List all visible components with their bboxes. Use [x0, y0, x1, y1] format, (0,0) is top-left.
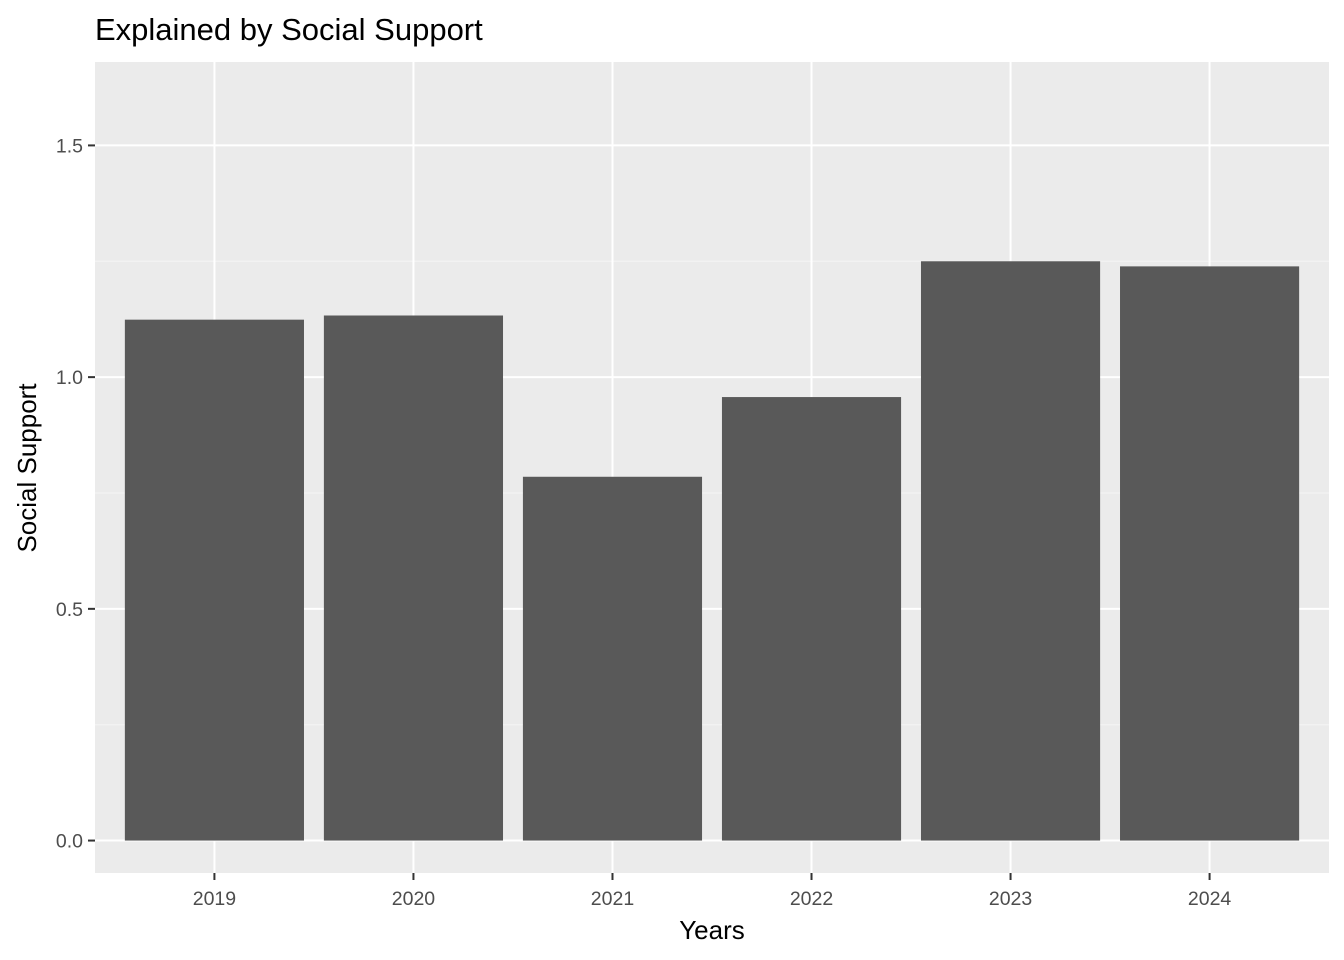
- chart-title: Explained by Social Support: [95, 12, 483, 47]
- bar-2022: [721, 397, 902, 841]
- y-tick-label: 1.0: [56, 367, 83, 389]
- bar-2019: [124, 319, 304, 841]
- x-tick-label: 2024: [1188, 888, 1232, 910]
- bar-2021: [522, 476, 703, 841]
- y-tick-label: 0.5: [56, 599, 83, 621]
- y-axis-label: Social Support: [12, 383, 42, 553]
- x-tick-label: 2019: [193, 888, 236, 910]
- x-tick-label: 2023: [989, 888, 1032, 910]
- y-axis: 0.0 0.5 1.0 1.5: [56, 135, 95, 853]
- x-tick-label: 2020: [392, 888, 436, 910]
- bar-2023: [920, 261, 1101, 841]
- bar-2024: [1120, 266, 1300, 841]
- bars: [124, 261, 1300, 841]
- x-axis: 2019 2020 2021 2022 2023 2024: [193, 873, 1232, 910]
- y-tick-label: 0.0: [56, 831, 83, 853]
- y-tick-label: 1.5: [56, 135, 83, 157]
- x-axis-label: Years: [679, 915, 745, 945]
- x-tick-label: 2021: [591, 888, 634, 910]
- bar-2020: [323, 315, 504, 841]
- x-tick-label: 2022: [790, 888, 833, 910]
